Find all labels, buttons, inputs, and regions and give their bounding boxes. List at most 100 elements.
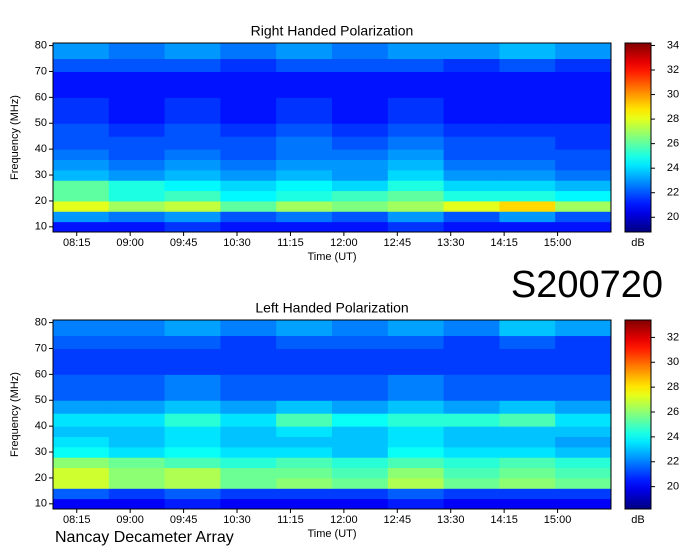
heat-cell xyxy=(108,320,166,337)
heat-cell xyxy=(108,488,166,500)
heat-cell xyxy=(164,488,221,500)
plot-frame xyxy=(52,319,612,510)
heat-cell xyxy=(108,467,166,479)
heat-cell xyxy=(555,446,612,458)
heat-cell xyxy=(108,211,166,223)
heat-cell xyxy=(387,97,445,124)
heat-cell xyxy=(555,190,612,202)
heat-cell xyxy=(220,320,277,337)
heat-cell xyxy=(499,97,556,124)
heat-cell xyxy=(276,446,333,458)
heat-cell xyxy=(387,190,445,202)
heat-cell xyxy=(164,169,221,181)
heat-cell xyxy=(164,320,221,337)
heat-cell xyxy=(108,43,166,60)
heat-cell xyxy=(108,426,166,438)
heat-cell xyxy=(108,477,166,489)
y-tick-label: 70 xyxy=(35,65,47,77)
heat-cell xyxy=(387,413,445,427)
heat-cell xyxy=(108,400,166,414)
heat-cell xyxy=(499,426,556,438)
heat-cell xyxy=(164,436,221,448)
heat-cell xyxy=(443,211,500,223)
heat-cell xyxy=(499,488,556,500)
heat-cell xyxy=(499,436,556,448)
heat-cell xyxy=(53,413,110,427)
heat-cell xyxy=(387,477,445,489)
heat-cell xyxy=(220,413,277,427)
heat-cell xyxy=(555,400,612,414)
heat-cell xyxy=(276,190,333,202)
heat-cell xyxy=(387,200,445,212)
heat-cell xyxy=(499,190,556,202)
heat-cell xyxy=(443,123,500,137)
heat-cell xyxy=(555,348,612,375)
heat-cell xyxy=(499,374,556,401)
y-tick-label: 30 xyxy=(35,169,47,181)
heat-cell xyxy=(276,123,333,137)
heat-cell xyxy=(53,426,110,438)
x-tick-label: 10:30 xyxy=(223,514,251,526)
x-tick-label: 15:00 xyxy=(544,514,572,526)
heat-cell xyxy=(332,211,389,223)
heat-cell xyxy=(555,211,612,223)
heat-cell xyxy=(53,43,110,60)
heat-cell xyxy=(276,58,333,72)
heat-cell xyxy=(164,467,221,479)
heat-cell xyxy=(443,488,500,500)
heat-cell xyxy=(276,457,333,469)
heat-cell xyxy=(332,97,389,124)
y-tick-label: 50 xyxy=(35,117,47,129)
heat-cell xyxy=(443,169,500,181)
heat-cell xyxy=(555,159,612,171)
heat-cell xyxy=(220,498,277,510)
heat-cell xyxy=(499,200,556,212)
heat-cell xyxy=(332,413,389,427)
heat-cell xyxy=(332,169,389,181)
heat-cell xyxy=(276,71,333,98)
heat-cell xyxy=(220,426,277,438)
heat-cell xyxy=(499,348,556,375)
heat-cell xyxy=(53,457,110,469)
heat-cell xyxy=(276,488,333,500)
heat-cell xyxy=(499,413,556,427)
heat-cell xyxy=(555,136,612,150)
heat-cell xyxy=(164,200,221,212)
heat-cell xyxy=(555,123,612,137)
heat-cell xyxy=(220,136,277,150)
heat-cell xyxy=(499,159,556,171)
heat-cell xyxy=(555,58,612,72)
colorbar-tick-label: 32 xyxy=(667,64,679,76)
heat-cell xyxy=(276,413,333,427)
heat-cell xyxy=(332,320,389,337)
heat-cell xyxy=(108,446,166,458)
heat-cell xyxy=(276,348,333,375)
heat-cell xyxy=(443,374,500,401)
y-tick-label: 80 xyxy=(35,39,47,51)
heat-cell xyxy=(220,477,277,489)
heat-cell xyxy=(332,136,389,150)
heat-cell xyxy=(108,200,166,212)
heat-cell xyxy=(164,477,221,489)
heat-cell xyxy=(332,123,389,137)
heat-cell xyxy=(332,374,389,401)
heat-cell xyxy=(108,169,166,181)
heat-cell xyxy=(499,446,556,458)
heat-cell xyxy=(499,136,556,150)
y-tick-label: 60 xyxy=(35,368,47,380)
heat-cell xyxy=(164,71,221,98)
heat-cell xyxy=(220,58,277,72)
heat-cell xyxy=(276,426,333,438)
heat-cell xyxy=(332,498,389,510)
heat-cell xyxy=(499,43,556,60)
heat-cell xyxy=(220,169,277,181)
heat-cell xyxy=(555,498,612,510)
heat-cell xyxy=(555,436,612,448)
heat-cell xyxy=(443,400,500,414)
x-tick-label: 08:15 xyxy=(63,237,91,249)
heat-cell xyxy=(387,71,445,98)
heat-cell xyxy=(53,488,110,500)
heat-cell xyxy=(332,58,389,72)
y-tick-label: 20 xyxy=(35,195,47,207)
heat-cell xyxy=(555,180,612,192)
